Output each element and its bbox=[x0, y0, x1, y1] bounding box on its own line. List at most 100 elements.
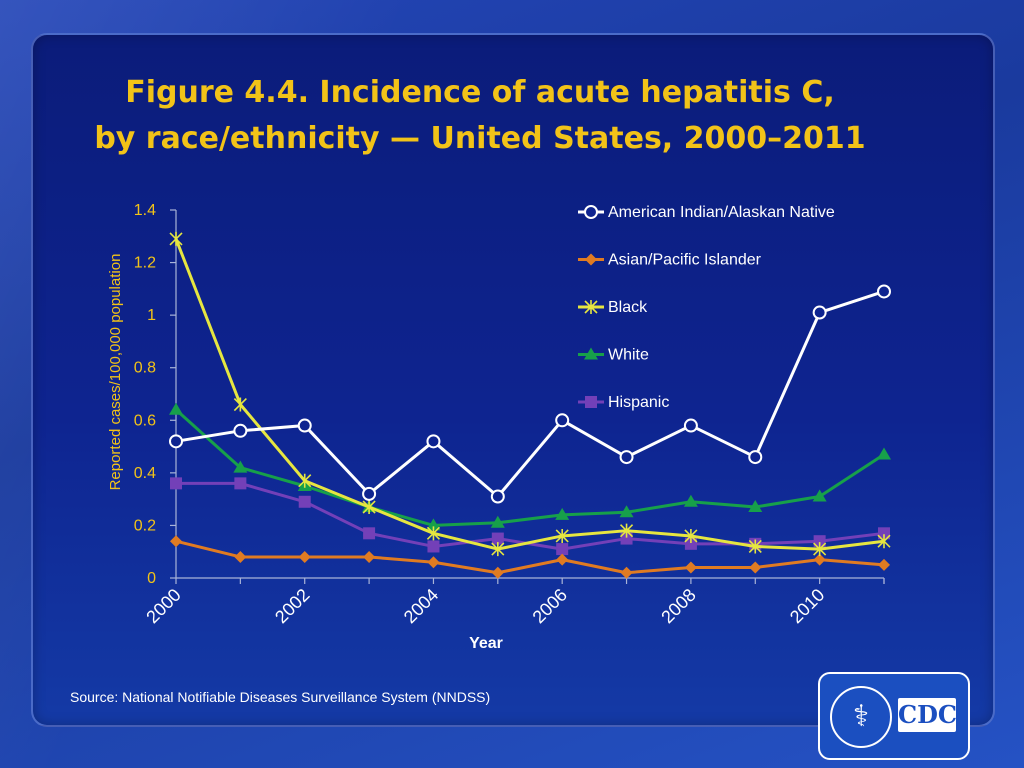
legend-swatch-marker bbox=[585, 396, 597, 408]
x-tick-label: 2006 bbox=[529, 585, 571, 627]
data-point-asian-pacific-islander bbox=[298, 550, 311, 563]
data-point-black bbox=[877, 534, 891, 549]
x-tick-label: 2008 bbox=[657, 585, 699, 627]
data-point-white bbox=[490, 515, 505, 528]
data-point-asian-pacific-islander bbox=[684, 561, 697, 574]
series-line-white bbox=[174, 408, 885, 527]
data-point-asian-pacific-islander bbox=[427, 556, 440, 569]
y-tick-label: 0.8 bbox=[134, 360, 156, 377]
data-point-hispanic bbox=[363, 527, 376, 540]
data-point-black bbox=[426, 526, 441, 541]
data-point-black bbox=[491, 542, 505, 557]
x-tick-label: 2004 bbox=[400, 585, 442, 627]
series-line-hispanic bbox=[176, 481, 885, 551]
y-tick-label: 0.2 bbox=[134, 517, 156, 534]
data-point-american-indian-alaskan-native bbox=[362, 486, 377, 501]
data-point-american-indian-alaskan-native bbox=[619, 450, 634, 465]
data-point-white bbox=[169, 402, 183, 415]
data-point-american-indian-alaskan-native bbox=[748, 450, 763, 465]
data-point-black bbox=[233, 397, 247, 412]
data-point-hispanic bbox=[878, 527, 890, 540]
legend-swatch-marker bbox=[584, 347, 598, 360]
data-point-american-indian-alaskan-native bbox=[490, 489, 505, 504]
data-point-white bbox=[877, 447, 891, 460]
data-point-asian-pacific-islander bbox=[363, 550, 376, 563]
title-line-2: by race/ethnicity — United States, 2000–… bbox=[94, 121, 866, 156]
y-tick-label: 1 bbox=[147, 307, 156, 324]
data-point-asian-pacific-islander bbox=[234, 550, 247, 563]
data-point-white bbox=[619, 505, 634, 518]
legend-swatch-marker bbox=[584, 300, 598, 314]
data-point-white bbox=[426, 518, 441, 531]
data-point-white bbox=[812, 489, 827, 502]
data-point-black bbox=[169, 231, 183, 246]
data-point-american-indian-alaskan-native bbox=[426, 434, 441, 449]
x-axis-title: Year bbox=[469, 635, 503, 652]
data-point-asian-pacific-islander bbox=[170, 535, 182, 548]
data-point-white bbox=[748, 500, 763, 513]
y-tick-label: 0 bbox=[147, 570, 156, 587]
data-point-black bbox=[298, 473, 312, 488]
data-point-black bbox=[748, 539, 762, 554]
y-axis-title: Reported cases/100,000 population bbox=[107, 254, 124, 491]
title-line-1: Figure 4.4. Incidence of acute hepatitis… bbox=[125, 75, 835, 110]
legend-entry: White bbox=[578, 347, 649, 364]
data-point-asian-pacific-islander bbox=[556, 553, 569, 566]
data-point-hispanic bbox=[234, 477, 247, 490]
legend-swatch-marker bbox=[585, 253, 597, 266]
data-point-white bbox=[233, 460, 248, 473]
data-point-hispanic bbox=[684, 537, 697, 550]
series-line-black bbox=[174, 238, 885, 551]
series-line-asian-pacific-islander bbox=[175, 539, 885, 575]
data-point-black bbox=[362, 500, 376, 515]
legend-label: White bbox=[608, 347, 649, 364]
legend-label: Black bbox=[608, 299, 648, 316]
data-point-black bbox=[619, 523, 634, 538]
data-point-black bbox=[813, 542, 827, 557]
data-point-asian-pacific-islander bbox=[620, 566, 633, 579]
hhs-seal-icon: ⚕ bbox=[830, 686, 892, 748]
figure-title: Figure 4.4. Incidence of acute hepatitis… bbox=[60, 70, 900, 162]
legend-entry: Hispanic bbox=[578, 394, 669, 411]
series-asian-pacific-islander bbox=[170, 535, 890, 579]
data-point-american-indian-alaskan-native bbox=[233, 423, 248, 438]
y-tick-label: 0.4 bbox=[134, 465, 156, 482]
series-american-indian-alaskan-native bbox=[169, 284, 891, 504]
data-point-asian-pacific-islander bbox=[749, 561, 762, 574]
data-point-hispanic bbox=[491, 532, 504, 545]
data-point-american-indian-alaskan-native bbox=[555, 413, 570, 428]
x-tick-label: 2000 bbox=[142, 585, 184, 627]
series-black bbox=[169, 231, 891, 557]
data-point-hispanic bbox=[620, 532, 633, 545]
y-tick-label: 1.4 bbox=[134, 202, 156, 219]
data-point-white bbox=[555, 507, 570, 520]
data-point-white bbox=[683, 494, 698, 507]
data-point-american-indian-alaskan-native bbox=[812, 305, 827, 320]
legend-label: American Indian/Alaskan Native bbox=[608, 204, 835, 221]
data-point-american-indian-alaskan-native bbox=[169, 434, 183, 449]
y-tick-label: 1.2 bbox=[134, 255, 156, 272]
legend-swatch-marker bbox=[584, 205, 598, 219]
series-line-american-indian-alaskan-native bbox=[175, 290, 885, 499]
data-point-hispanic bbox=[427, 540, 440, 553]
legend-entry: Asian/Pacific Islander bbox=[578, 252, 762, 269]
x-tick-label: 2002 bbox=[271, 585, 313, 627]
legend-entry: Black bbox=[578, 299, 648, 316]
source-note: Source: National Notifiable Diseases Sur… bbox=[70, 689, 491, 705]
y-tick-label: 0.6 bbox=[134, 412, 156, 429]
data-point-hispanic bbox=[170, 477, 182, 490]
data-point-black bbox=[684, 528, 698, 543]
data-point-asian-pacific-islander bbox=[878, 558, 890, 571]
data-point-american-indian-alaskan-native bbox=[877, 284, 891, 299]
content-panel bbox=[31, 33, 995, 727]
legend-label: Hispanic bbox=[608, 394, 669, 411]
data-point-black bbox=[555, 528, 569, 543]
data-point-american-indian-alaskan-native bbox=[683, 418, 698, 433]
legend-entry: American Indian/Alaskan Native bbox=[578, 204, 835, 221]
data-point-asian-pacific-islander bbox=[813, 553, 826, 566]
data-point-hispanic bbox=[813, 535, 826, 548]
data-point-asian-pacific-islander bbox=[491, 566, 504, 579]
x-tick-label: 2010 bbox=[786, 585, 828, 627]
data-point-american-indian-alaskan-native bbox=[297, 418, 312, 433]
